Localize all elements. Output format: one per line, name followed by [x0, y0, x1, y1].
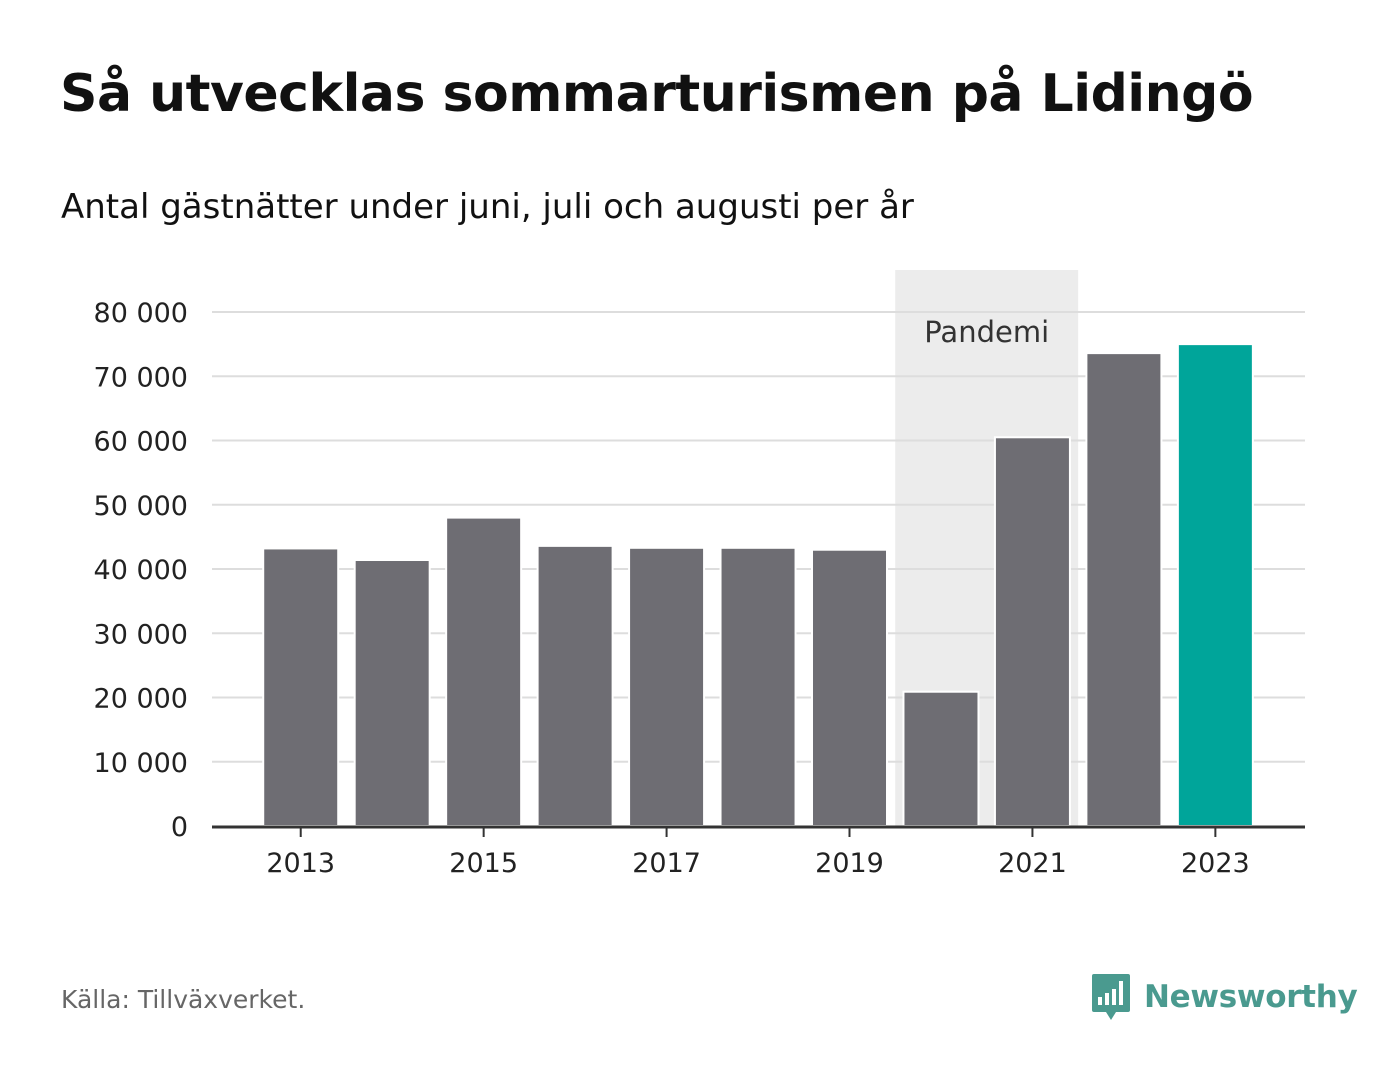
brand-logo: Newsworthy	[1090, 972, 1358, 1022]
x-tick-label: 2017	[632, 848, 701, 879]
bar-2016	[536, 544, 614, 827]
bar-2019	[811, 548, 889, 827]
y-tick-label: 30 000	[94, 619, 188, 650]
x-tick-label: 2013	[266, 848, 335, 879]
y-tick-label: 60 000	[94, 427, 188, 458]
y-tick-label: 20 000	[94, 684, 188, 715]
x-tick-label: 2021	[998, 848, 1067, 879]
y-tick-label: 40 000	[94, 555, 188, 586]
y-tick-label: 70 000	[94, 362, 188, 393]
pandemic-label: Pandemi	[924, 315, 1049, 349]
y-tick-label: 80 000	[94, 298, 188, 329]
bar-2021	[993, 436, 1071, 827]
y-tick-label: 0	[171, 812, 188, 843]
bar-2022	[1085, 352, 1163, 827]
x-tick-label: 2019	[815, 848, 884, 879]
bar-2023	[1176, 343, 1254, 827]
source-note: Källa: Tillväxverket.	[61, 985, 306, 1014]
bar-2020	[902, 690, 980, 828]
brand-name: Newsworthy	[1144, 979, 1358, 1015]
bar-2014	[353, 559, 431, 827]
bar-2015	[445, 516, 523, 827]
bar-chart: Pandemi 0 10 000 20 000 30 000 40 000 50 000 6…	[94, 270, 1305, 879]
bar-2018	[719, 546, 797, 827]
chart-title: Så utvecklas sommarturismen på Lidingö	[60, 64, 1254, 124]
bar-2013	[262, 547, 340, 827]
x-tick-label: 2015	[449, 848, 518, 879]
x-tick-label: 2023	[1181, 848, 1250, 879]
bar-2017	[628, 546, 706, 827]
bar-chart-speech-bubble-icon	[1092, 974, 1130, 1020]
chart-subtitle: Antal gästnätter under juni, juli och au…	[61, 187, 914, 227]
y-tick-label: 50 000	[94, 491, 188, 522]
y-tick-label: 10 000	[94, 748, 188, 779]
